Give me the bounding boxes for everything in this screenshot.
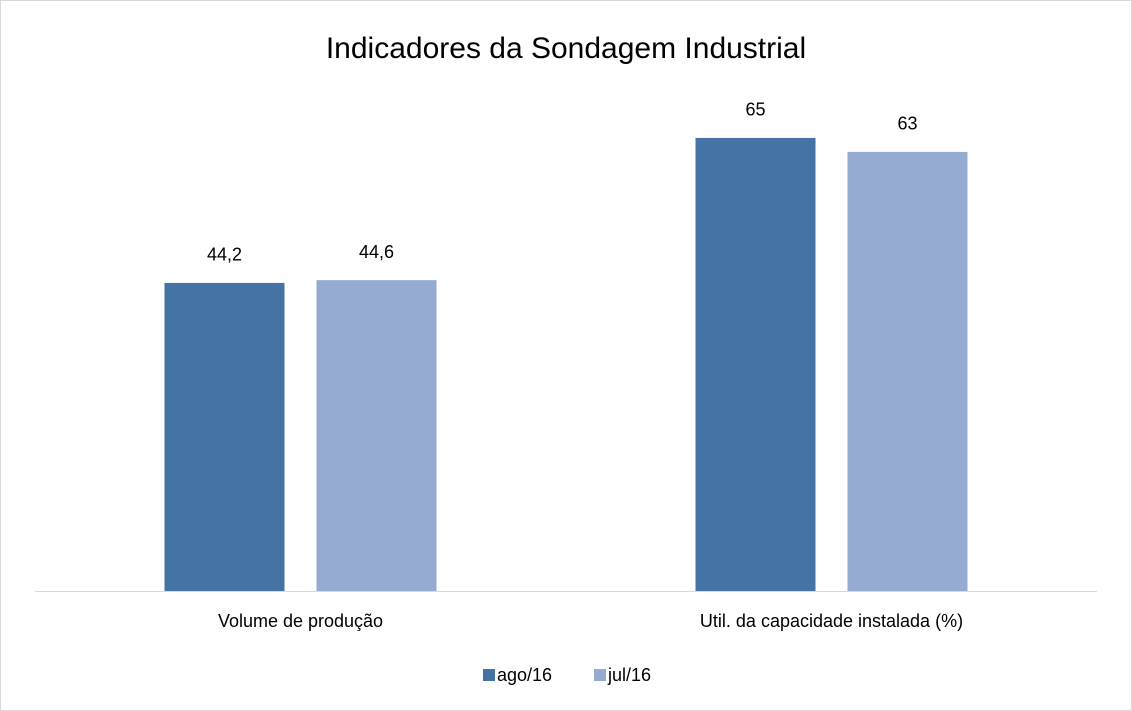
x-tick-label: Util. da capacidade instalada (%) [700, 611, 963, 631]
legend-swatch [594, 669, 606, 681]
data-label: 44,2 [207, 245, 242, 265]
data-label: 65 [745, 100, 765, 120]
data-label: 44,6 [359, 242, 394, 262]
x-tick-label: Volume de produção [218, 611, 383, 631]
bar [164, 282, 285, 591]
chart-title: Indicadores da Sondagem Industrial [326, 32, 806, 65]
bar [695, 137, 816, 591]
legend-label: jul/16 [607, 665, 651, 685]
legend-swatch [483, 669, 495, 681]
bar [847, 151, 968, 591]
data-label: 63 [897, 114, 917, 134]
legend-label: ago/16 [497, 665, 552, 685]
bar [316, 280, 437, 591]
